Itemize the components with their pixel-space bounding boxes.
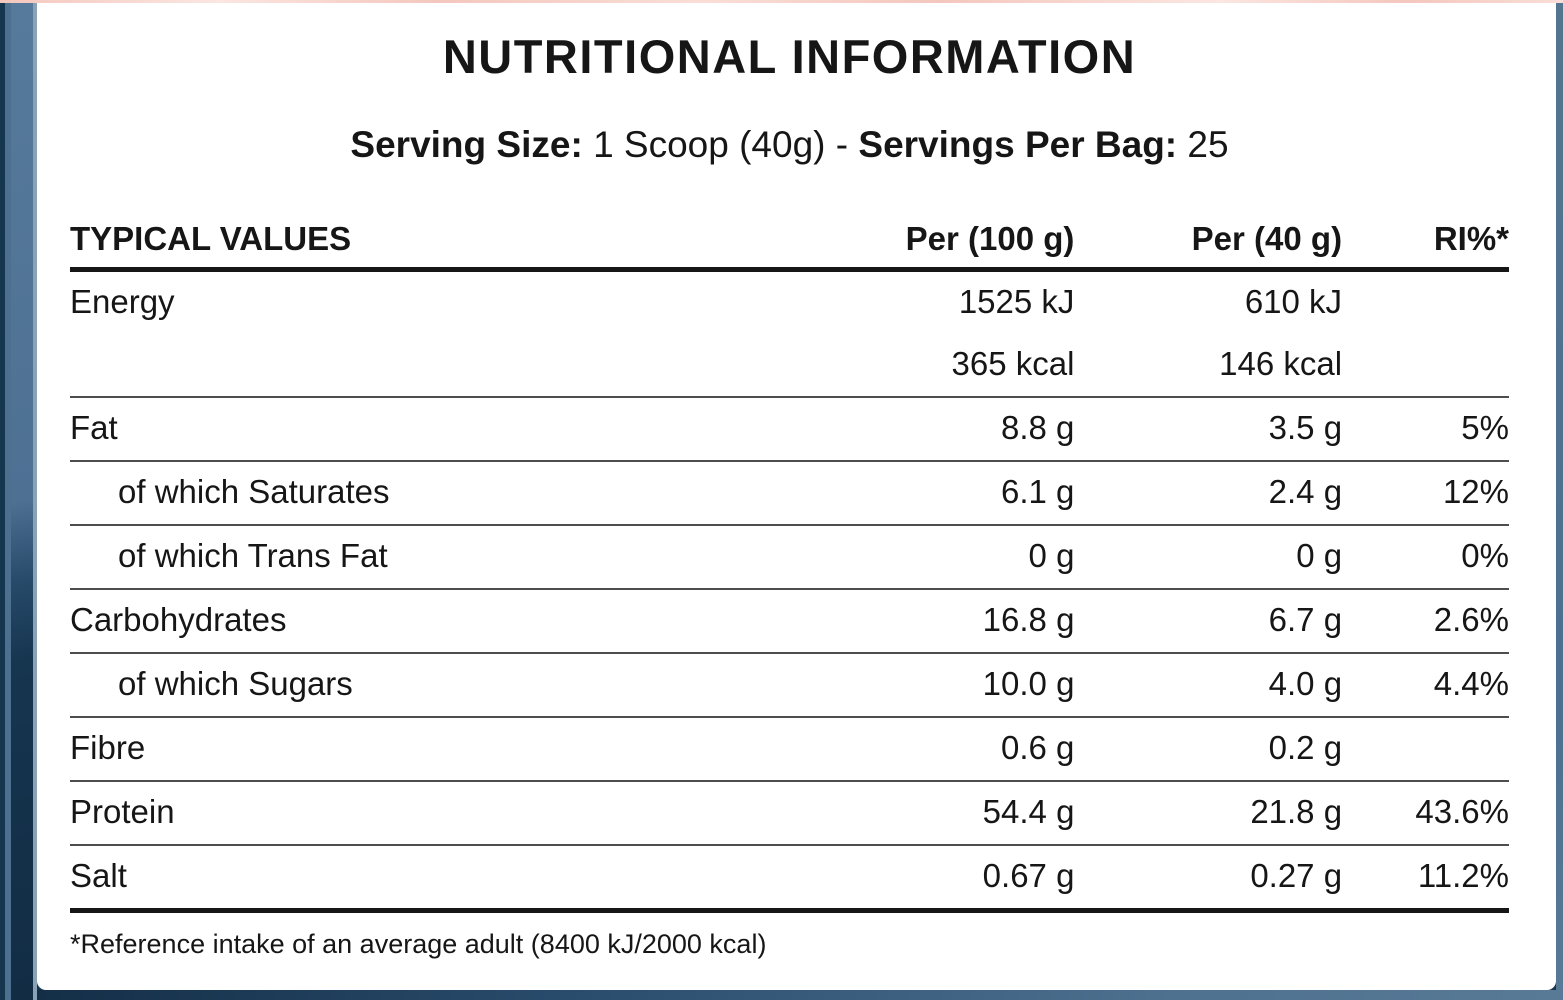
- table-body: Energy 1525 kJ 610 kJ 365 kcal 146 kcal …: [70, 270, 1509, 911]
- ri-percent-value: 2.6%: [1433, 601, 1509, 638]
- row-label: Energy: [70, 283, 175, 320]
- column-header-per-40g: Per (40 g): [1191, 220, 1343, 257]
- nutrition-table: TYPICAL VALUES Per (100 g) Per (40 g) RI…: [70, 217, 1509, 913]
- table-row: Fibre 0.6 g 0.2 g: [70, 717, 1509, 781]
- per-100g-value: 10.0 g: [982, 665, 1075, 702]
- row-label: Protein: [70, 793, 175, 830]
- per-40g-value: 3.5 g: [1268, 409, 1343, 446]
- nutrition-panel: NUTRITIONAL INFORMATION Serving Size: 1 …: [37, 3, 1556, 990]
- per-40g-value: 4.0 g: [1268, 665, 1343, 702]
- per-100g-value: 0.67 g: [982, 857, 1075, 894]
- per-100g-value: 54.4 g: [982, 793, 1075, 830]
- table-row: Fat 8.8 g 3.5 g 5%: [70, 397, 1509, 461]
- per-40g-value: 0.27 g: [1250, 857, 1343, 894]
- table-row: Energy 1525 kJ 610 kJ: [70, 270, 1509, 335]
- column-header-ri-percent: RI%*: [1433, 220, 1509, 257]
- reference-intake-footnote: *Reference intake of an average adult (8…: [70, 929, 767, 959]
- panel-title: NUTRITIONAL INFORMATION: [442, 30, 1137, 83]
- per-40g-value: 2.4 g: [1268, 473, 1343, 510]
- row-label: Fibre: [70, 729, 146, 766]
- per-40g-value: 6.7 g: [1268, 601, 1343, 638]
- background-right-frame: [1556, 3, 1563, 1000]
- column-header-typical-values: TYPICAL VALUES: [70, 220, 352, 257]
- per-100g-value: 6.1 g: [1001, 473, 1075, 510]
- table-row: 365 kcal 146 kcal: [70, 334, 1509, 397]
- top-accent-line: [0, 0, 1563, 3]
- ri-percent-value: 12%: [1442, 473, 1509, 510]
- row-label: Salt: [70, 857, 127, 894]
- row-label: Carbohydrates: [70, 601, 287, 638]
- per-40g-value: 0.2 g: [1268, 729, 1343, 766]
- table-row: of which Saturates 6.1 g 2.4 g 12%: [70, 461, 1509, 525]
- ri-percent-value: [1342, 334, 1509, 397]
- per-40g-value: 610 kJ: [1244, 283, 1343, 320]
- servings-per-bag-value: 25: [1187, 124, 1229, 165]
- servings-per-bag-label: Servings Per Bag:: [858, 124, 1178, 165]
- table-header-row: TYPICAL VALUES Per (100 g) Per (40 g) RI…: [70, 217, 1509, 270]
- serving-separator: -: [835, 124, 849, 165]
- per-40g-value: 21.8 g: [1250, 793, 1343, 830]
- ri-percent-value: 0%: [1461, 537, 1509, 574]
- row-label: of which Sugars: [118, 665, 353, 702]
- ri-percent-value: 11.2%: [1417, 857, 1509, 894]
- row-label: of which Saturates: [118, 473, 390, 510]
- per-100g-value: 16.8 g: [982, 601, 1075, 638]
- ri-percent-value: [1342, 717, 1509, 781]
- per-100g-value: 0.6 g: [1001, 729, 1075, 766]
- ri-percent-value: 4.4%: [1433, 665, 1509, 702]
- per-100g-value: 0 g: [1028, 537, 1075, 574]
- per-40g-value: 146 kcal: [1219, 345, 1343, 382]
- per-100g-value: 1525 kJ: [958, 283, 1075, 320]
- row-label: of which Trans Fat: [118, 537, 388, 574]
- background-left-frame: [0, 3, 37, 1000]
- ri-percent-value: [1342, 270, 1509, 335]
- table-row: of which Trans Fat 0 g 0 g 0%: [70, 525, 1509, 589]
- table-row: Salt 0.67 g 0.27 g 11.2%: [70, 845, 1509, 911]
- serving-size-value: 1 Scoop (40g): [593, 124, 826, 165]
- serving-size-label: Serving Size:: [350, 124, 583, 165]
- table-row: Protein 54.4 g 21.8 g 43.6%: [70, 781, 1509, 845]
- ri-percent-value: 43.6%: [1415, 793, 1509, 830]
- serving-info: Serving Size: 1 Scoop (40g) - Servings P…: [70, 123, 1509, 167]
- row-label: Fat: [70, 409, 118, 446]
- row-label: [70, 334, 856, 397]
- background-bottom-frame: [0, 990, 1563, 1000]
- per-100g-value: 8.8 g: [1001, 409, 1075, 446]
- table-row: Carbohydrates 16.8 g 6.7 g 2.6%: [70, 589, 1509, 653]
- ri-percent-value: 5%: [1461, 409, 1509, 446]
- per-100g-value: 365 kcal: [951, 345, 1075, 382]
- table-row: of which Sugars 10.0 g 4.0 g 4.4%: [70, 653, 1509, 717]
- per-40g-value: 0 g: [1296, 537, 1343, 574]
- column-header-per-100g: Per (100 g): [905, 220, 1075, 257]
